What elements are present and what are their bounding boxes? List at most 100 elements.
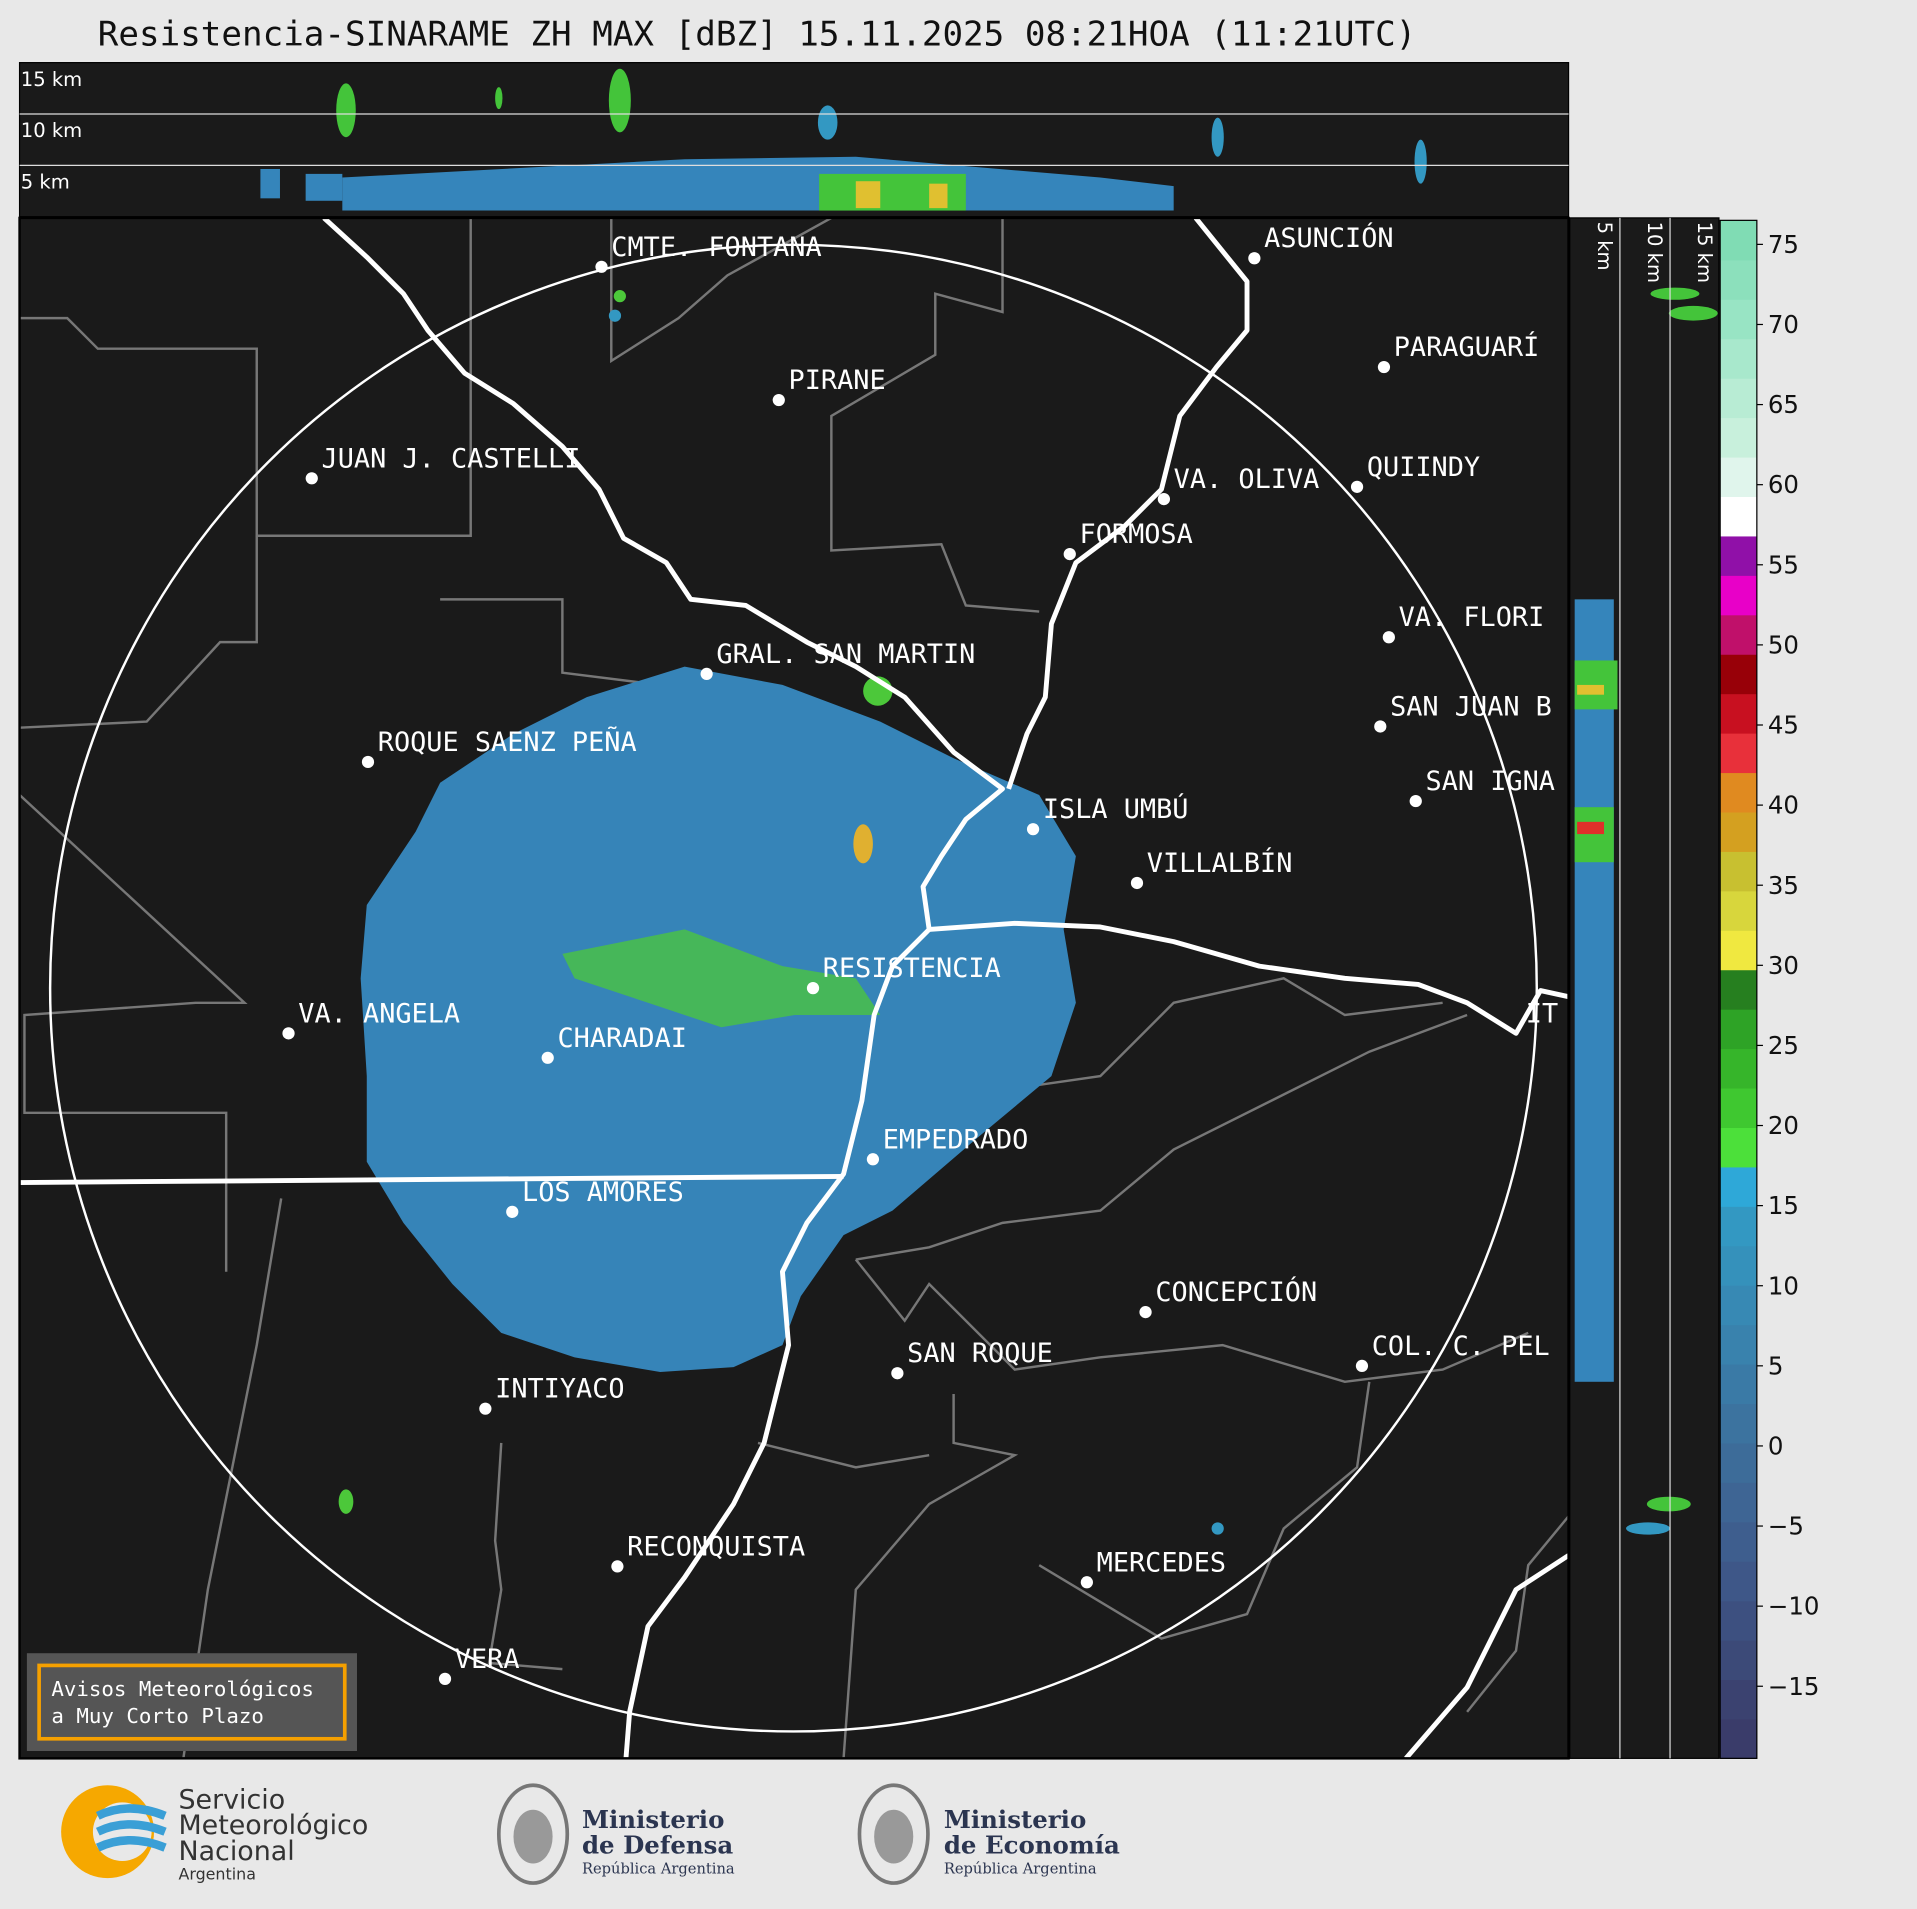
colorbar-tick-label: 45 — [1768, 711, 1799, 740]
city-label: FORMOSA — [1080, 519, 1193, 550]
city-dot — [541, 1051, 554, 1064]
colorbar-bin — [1720, 1245, 1757, 1286]
colorbar-bin — [1720, 1363, 1757, 1405]
box-text: a Muy Corto Plazo — [51, 1704, 264, 1728]
colorbar-bin — [1720, 930, 1757, 971]
crest — [874, 1809, 914, 1864]
city-dot — [595, 260, 608, 273]
city-label: ISLA UMBÚ — [1043, 793, 1189, 825]
city-dot — [282, 1027, 295, 1040]
smn-logo: Servicio Meteorológico Nacional Argentin… — [61, 1784, 368, 1883]
city-label: SAN IGNA — [1426, 766, 1555, 797]
colorbar-bin — [1720, 614, 1757, 655]
boundary — [1038, 1381, 1371, 1640]
echo-band — [1574, 599, 1614, 1382]
city-label: VA. OLIVA — [1174, 464, 1320, 495]
boundary — [19, 217, 472, 537]
colorbar-bin — [1720, 1285, 1757, 1326]
colorbar-bin — [1720, 1679, 1757, 1720]
city-dot — [1063, 547, 1076, 561]
range-ring — [48, 243, 1539, 1733]
boundary — [855, 1013, 1468, 1261]
colorbar-bin — [1720, 299, 1757, 340]
colorbar-bin — [1720, 1206, 1757, 1247]
colorbar-bin — [1720, 1521, 1757, 1562]
colorbar-tick-label: 75 — [1768, 230, 1799, 259]
colorbar-bin — [1720, 851, 1757, 892]
echo-cell — [1650, 287, 1700, 300]
colorbar-bin — [1720, 1087, 1757, 1128]
crest — [496, 1783, 570, 1885]
boundary — [854, 1258, 1529, 1384]
city-label: GRAL. SAN MARTIN — [716, 639, 975, 670]
city-dot — [1409, 794, 1422, 808]
colorbar-bin — [1720, 969, 1757, 1010]
echo-cell — [336, 83, 356, 138]
colorbar-tick-label: 25 — [1768, 1031, 1799, 1060]
city-dot — [1350, 480, 1364, 493]
side-cross-section: 5 km 10 km 15 km — [1569, 217, 1720, 1759]
boundary — [757, 1441, 930, 1469]
logo-text: Servicio — [178, 1784, 285, 1815]
box-frame — [37, 1663, 347, 1741]
city-dot — [1374, 720, 1387, 733]
colorbar-tick-label: 55 — [1768, 550, 1799, 579]
city-label: VA. FLORI — [1399, 602, 1545, 633]
colorbar-tick-label: 40 — [1768, 791, 1799, 820]
city-label: JUAN J. CASTELLI — [322, 443, 581, 474]
city-dot — [611, 1560, 624, 1573]
city-label: COL. C. PEL — [1372, 1331, 1550, 1362]
logo-text: de Economía — [944, 1831, 1120, 1860]
colorbar-bin — [1720, 378, 1757, 419]
city-dot — [806, 982, 820, 995]
river — [1006, 217, 1250, 790]
colorbar-bin — [1720, 1640, 1757, 1681]
height-label: 15 km — [21, 68, 82, 91]
colorbar-bin — [1720, 456, 1757, 498]
colorbar-bin — [1720, 1048, 1757, 1089]
colorbar-tick-label: 70 — [1768, 310, 1799, 339]
city-dot — [891, 1367, 904, 1380]
colorbar-bin — [1720, 654, 1757, 695]
colorbar-bin — [1720, 1166, 1757, 1207]
economia-logo: Ministerio de Economía República Argenti… — [857, 1783, 1120, 1885]
colorbar-bin — [1720, 535, 1757, 576]
city-label: VILLALBÍN — [1147, 847, 1293, 879]
colorbar-tick-label: 15 — [1768, 1191, 1799, 1220]
city-label: QUIINDY — [1367, 452, 1480, 483]
box-bg — [26, 1653, 357, 1752]
logo-text: República Argentina — [582, 1860, 735, 1877]
echo-core — [1577, 821, 1605, 835]
river — [928, 920, 1569, 1036]
city-dot — [1080, 1576, 1093, 1589]
echo-core — [1574, 807, 1614, 863]
colorbar-bin — [1720, 417, 1757, 458]
colorbar-bin — [1720, 220, 1757, 261]
colorbar-bin — [1720, 496, 1757, 537]
city-label: CONCEPCIÓN — [1155, 1276, 1317, 1308]
colorbar-tick-label: −5 — [1768, 1512, 1804, 1541]
city-dot — [700, 667, 713, 681]
colorbar-bin — [1720, 890, 1757, 931]
colorbar-bin — [1720, 733, 1757, 774]
warning-box: Avisos Meteorológicos a Muy Corto Plazo — [26, 1653, 357, 1752]
box-text: Avisos Meteorológicos — [51, 1677, 314, 1701]
city-label: RESISTENCIA — [823, 953, 1001, 984]
cities: CMTE. FONTANA PIRANE JUAN J. CASTELLI GRAL.… — [282, 222, 1558, 1685]
rivers-borders — [19, 217, 1569, 1759]
echo-cell — [1646, 1496, 1691, 1512]
city-dot — [1026, 823, 1040, 836]
height-label: 15 km — [1693, 222, 1716, 283]
echo — [1574, 287, 1718, 1535]
colorbar-bin — [1720, 1009, 1757, 1050]
city-dot — [866, 1153, 880, 1166]
colorbar-bin — [1720, 1600, 1757, 1641]
echo-cell — [608, 68, 631, 133]
echo-core — [929, 183, 948, 209]
top-cross-section: 15 km 10 km 5 km — [18, 62, 1570, 218]
echo-cell — [817, 105, 838, 140]
height-label: 10 km — [1643, 222, 1666, 283]
city-dot — [506, 1205, 519, 1218]
city-label: PARAGUARÍ — [1394, 331, 1540, 363]
echo-cell — [338, 1489, 354, 1514]
